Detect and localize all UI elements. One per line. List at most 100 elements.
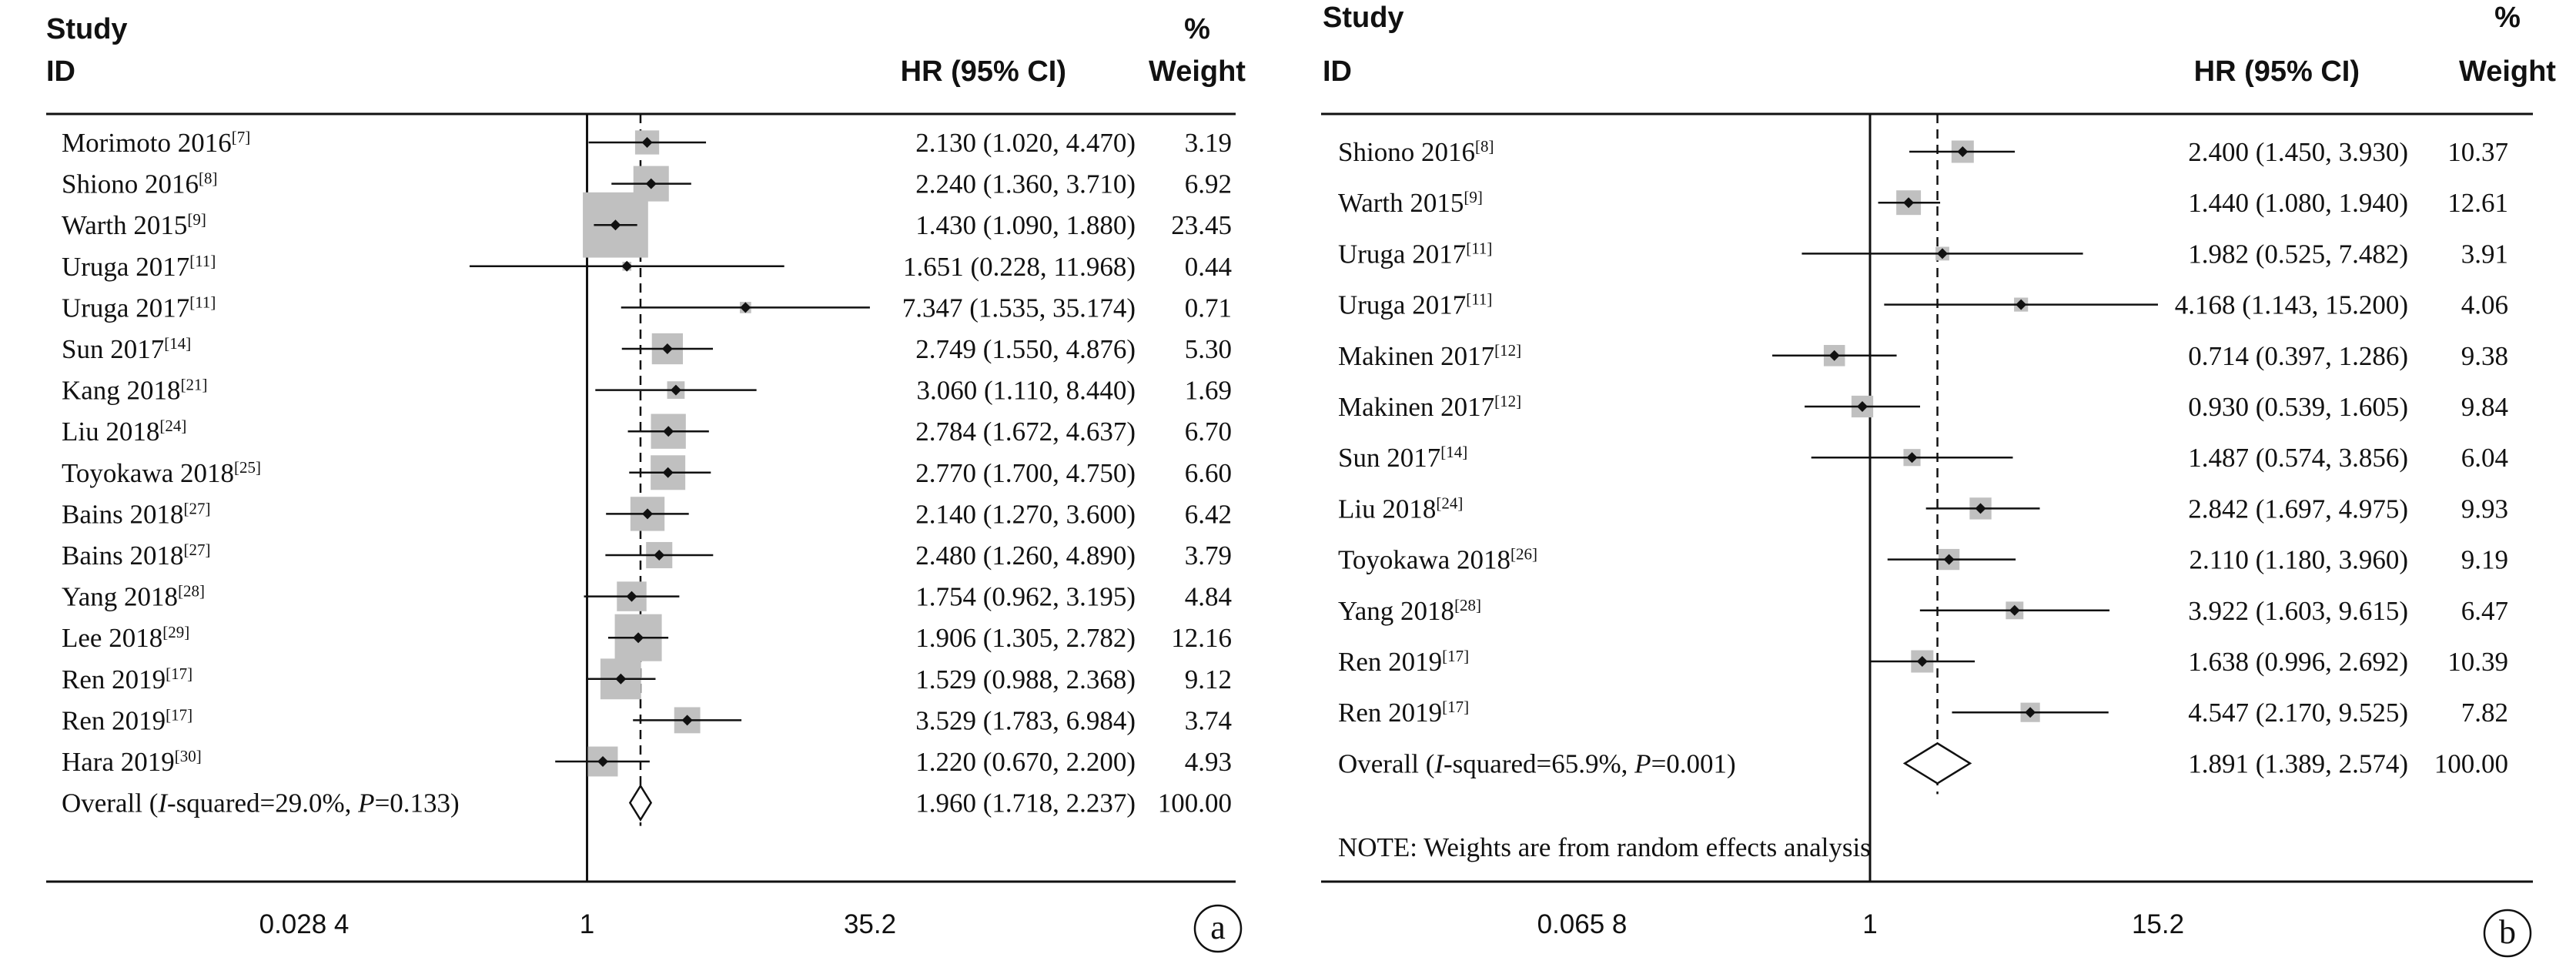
point-estimate xyxy=(1943,554,1955,565)
hr-ci-value: 2.770 (1.700, 4.750) xyxy=(915,458,1136,488)
study-label: Kang 2018[21] xyxy=(62,376,208,406)
point-estimate xyxy=(1903,197,1915,209)
point-estimate xyxy=(621,260,633,272)
point-estimate xyxy=(1975,503,1986,514)
hr-ci-value: 1.754 (0.962, 3.195) xyxy=(915,582,1136,612)
weight-value: 9.19 xyxy=(2461,545,2508,575)
forest-panel-a: Study ID HR (95% CI)% Weight Morimoto 2016[7… xyxy=(46,13,1246,953)
point-estimate xyxy=(633,632,644,644)
study-label: Uruga 2017[11] xyxy=(62,293,216,323)
point-estimate xyxy=(615,673,627,685)
weight-value: 12.61 xyxy=(2447,188,2508,218)
hr-ci-value: 2.240 (1.360, 3.710) xyxy=(915,169,1136,199)
weight-value: 23.45 xyxy=(1171,210,1232,240)
header-weight: Weight xyxy=(1149,55,1246,88)
study-label: Sun 2017[14] xyxy=(62,334,191,364)
hr-ci-value: 3.060 (1.110, 8.440) xyxy=(916,376,1136,406)
panel-label-circle xyxy=(2483,909,2532,958)
study-label: Lee 2018[29] xyxy=(62,623,189,653)
weight-value: 10.39 xyxy=(2447,647,2508,677)
weight-value: 10.37 xyxy=(2447,137,2508,167)
point-estimate xyxy=(626,591,637,602)
hr-ci-value: 1.982 (0.525, 7.482) xyxy=(2188,239,2408,269)
header-id: ID xyxy=(1323,55,1352,88)
weights-note: NOTE: Weights are from random effects an… xyxy=(1338,832,1871,862)
weight-value: 1.69 xyxy=(1185,376,1232,406)
study-label: Liu 2018[24] xyxy=(1338,494,1463,524)
study-label: Bains 2018[27] xyxy=(62,541,210,571)
hr-ci-value: 1.487 (0.574, 3.856) xyxy=(2188,443,2408,473)
hr-ci-value: 3.922 (1.603, 9.615) xyxy=(2188,596,2408,626)
x-tick-label: 0.065 8 xyxy=(1537,909,1628,939)
study-label: Ren 2019[17] xyxy=(1338,698,1469,728)
study-label: Makinen 2017[12] xyxy=(1338,341,1521,371)
header-percent: % xyxy=(2494,2,2521,34)
point-estimate xyxy=(681,715,693,726)
hr-ci-value: 2.140 (1.270, 3.600) xyxy=(915,499,1136,529)
study-label: Hara 2019[30] xyxy=(62,747,202,777)
study-label: Warth 2015[9] xyxy=(1338,188,1483,218)
weight-value: 4.84 xyxy=(1185,582,1232,612)
point-estimate xyxy=(641,137,653,148)
weight-value: 4.06 xyxy=(2461,290,2508,320)
x-tick-label: 15.2 xyxy=(2132,909,2184,939)
weight-value: 0.71 xyxy=(1185,293,1232,323)
point-estimate xyxy=(597,756,609,767)
hr-ci-value: 2.480 (1.260, 4.890) xyxy=(915,541,1136,571)
weight-value: 3.74 xyxy=(1185,705,1232,735)
study-label: Shiono 2016[8] xyxy=(62,169,217,199)
point-estimate xyxy=(1828,350,1840,361)
weight-value: 4.93 xyxy=(1185,747,1232,777)
hr-ci-value: 2.842 (1.697, 4.975) xyxy=(2188,494,2408,524)
overall-diamond xyxy=(628,784,653,822)
hr-ci-value: 4.168 (1.143, 15.200) xyxy=(2175,290,2408,320)
weight-value: 6.70 xyxy=(1185,417,1232,447)
weight-value: 7.82 xyxy=(2461,698,2508,728)
overall-label: Overall (I-squared=29.0%, P=0.133) xyxy=(62,788,460,818)
weight-value: 5.30 xyxy=(1185,334,1232,364)
weight-value: 3.79 xyxy=(1185,541,1232,571)
weight-value: 3.19 xyxy=(1185,128,1232,158)
panel-label: a xyxy=(1210,909,1226,946)
weight-value: 3.91 xyxy=(2461,239,2508,269)
hr-ci-value: 1.220 (0.670, 2.200) xyxy=(915,747,1136,777)
study-label: Uruga 2017[11] xyxy=(1338,239,1492,269)
point-estimate xyxy=(1857,401,1868,412)
point-estimate xyxy=(670,384,681,396)
study-label: Sun 2017[14] xyxy=(1338,443,1467,473)
study-label: Ren 2019[17] xyxy=(1338,647,1469,677)
overall-weight: 100.00 xyxy=(1158,788,1232,818)
overall-weight: 100.00 xyxy=(2434,748,2508,778)
point-estimate xyxy=(1906,452,1918,464)
hr-ci-value: 3.529 (1.783, 6.984) xyxy=(915,705,1136,735)
weight-value: 9.38 xyxy=(2461,341,2508,371)
point-estimate xyxy=(654,550,665,561)
study-label: Makinen 2017[12] xyxy=(1338,392,1521,422)
point-estimate xyxy=(2009,604,2020,616)
overall-label: Overall (I-squared=65.9%, P=0.001) xyxy=(1338,748,1736,778)
study-label: Morimoto 2016[7] xyxy=(62,128,250,158)
study-label: Liu 2018[24] xyxy=(62,417,186,447)
study-label: Yang 2018[28] xyxy=(62,582,205,612)
study-label: Bains 2018[27] xyxy=(62,499,210,529)
hr-ci-value: 1.906 (1.305, 2.782) xyxy=(915,623,1136,653)
panel-label: b xyxy=(2499,913,2516,951)
point-estimate xyxy=(2016,299,2027,310)
panel-label-circle xyxy=(1193,904,1243,953)
header-study: Study xyxy=(1323,2,1404,34)
x-tick-label: 1 xyxy=(580,909,594,939)
hr-ci-value: 2.749 (1.550, 4.876) xyxy=(915,334,1136,364)
hr-ci-value: 2.130 (1.020, 4.470) xyxy=(915,128,1136,158)
point-estimate xyxy=(2025,707,2036,718)
study-label: Uruga 2017[11] xyxy=(62,252,216,282)
study-label: Uruga 2017[11] xyxy=(1338,290,1492,320)
point-estimate xyxy=(663,426,674,437)
hr-ci-value: 0.930 (0.539, 1.605) xyxy=(2188,392,2408,422)
study-label: Ren 2019[17] xyxy=(62,705,192,735)
weight-value: 12.16 xyxy=(1171,623,1232,653)
header-hr-ci: HR (95% CI) xyxy=(2194,55,2360,88)
overall-diamond xyxy=(1902,741,1972,785)
overall-hr-ci: 1.960 (1.718, 2.237) xyxy=(915,788,1136,818)
study-label: Toyokawa 2018[26] xyxy=(1338,545,1537,575)
